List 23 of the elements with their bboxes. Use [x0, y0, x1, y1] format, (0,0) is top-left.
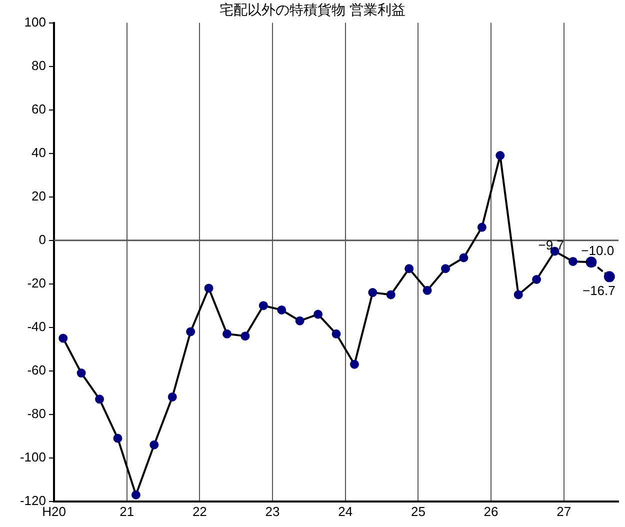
x-tick-label: 24 — [338, 504, 353, 519]
chart-title: 宅配以外の特積貨物 営業利益 — [220, 1, 406, 18]
x-tick-label: 23 — [265, 504, 280, 519]
y-tick-label: 60 — [32, 101, 46, 116]
x-tick-label: 22 — [192, 504, 207, 519]
x-tick-label: 27 — [556, 504, 572, 519]
data-label: −10.0 — [581, 243, 614, 258]
y-tick-label: -120 — [20, 492, 46, 508]
y-tick-label: -100 — [20, 449, 46, 464]
y-tick-label: -20 — [27, 275, 46, 290]
y-tick-label: -40 — [27, 318, 46, 334]
y-tick-label: -80 — [27, 406, 46, 421]
y-tick-label: -60 — [27, 362, 46, 378]
data-label: −16.7 — [582, 282, 616, 298]
y-tick-label: 20 — [32, 188, 46, 204]
y-tick-label: 0 — [38, 232, 46, 247]
y-tick-label: 100 — [24, 14, 46, 30]
data-label: −9.7 — [538, 238, 564, 253]
x-tick-label: 25 — [410, 504, 426, 519]
y-tick-label: 80 — [32, 58, 46, 73]
y-tick-label: 40 — [32, 144, 46, 160]
x-tick-label: 21 — [120, 504, 134, 519]
x-tick-label: 26 — [484, 504, 498, 519]
